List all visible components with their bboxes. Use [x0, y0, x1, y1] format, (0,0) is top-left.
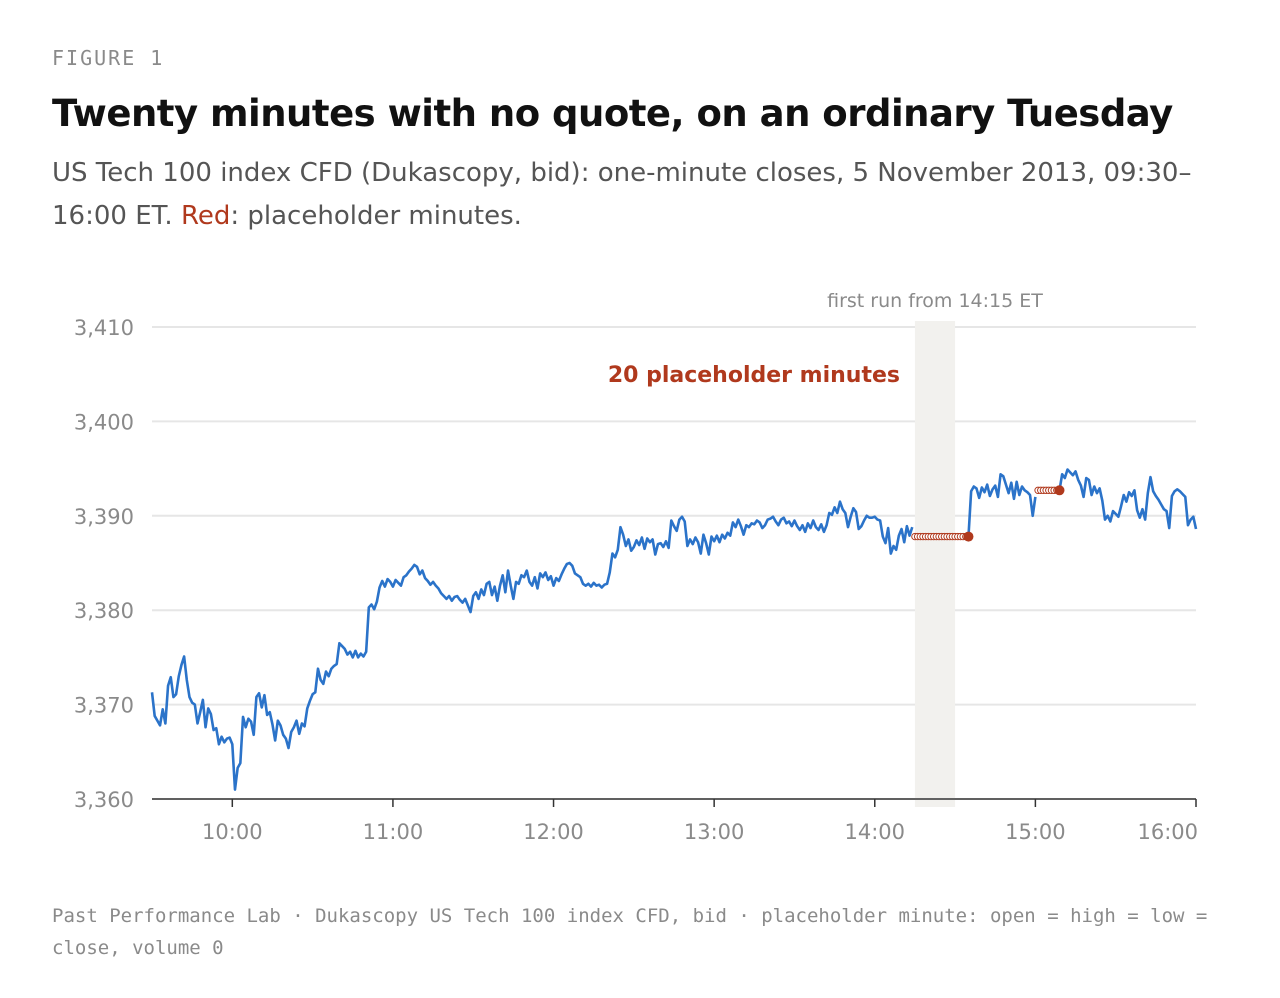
- placeholder-markers: [911, 485, 1065, 542]
- placeholder-end-point: [963, 531, 974, 542]
- y-axis-ticks: 3,360 3,370 3,380 3,390 3,400 3,410: [74, 316, 134, 812]
- chart-title: Twenty minutes with no quote, on an ordi…: [52, 92, 1173, 135]
- x-axis-ticks: 10:00 11:00 12:00 13:00 14:00 15:00 16:00: [152, 798, 1198, 844]
- series-group: [150, 468, 1198, 791]
- y-tick-label: 3,380: [74, 599, 134, 623]
- chart-subtitle: US Tech 100 index CFD (Dukascopy, bid): …: [52, 152, 1232, 238]
- highlight-band-group: first run from 14:15 ET: [827, 290, 1043, 807]
- x-tick-label: 14:00: [845, 820, 906, 844]
- band-label: first run from 14:15 ET: [827, 290, 1043, 312]
- subtitle-highlight: Red: [180, 201, 231, 231]
- y-tick-label: 3,410: [74, 316, 134, 340]
- placeholder-end-point: [1054, 485, 1065, 496]
- x-tick-label: 15:00: [1005, 820, 1066, 844]
- x-tick-label: 13:00: [684, 820, 745, 844]
- x-tick-label: 12:00: [523, 820, 584, 844]
- y-tick-label: 3,390: [74, 505, 134, 529]
- gridlines: [152, 326, 1196, 800]
- x-tick-label: 16:00: [1137, 820, 1198, 844]
- figure-label: FIGURE 1: [52, 46, 165, 70]
- footer-note: Past Performance Lab · Dukascopy US Tech…: [52, 905, 1208, 959]
- y-tick-label: 3,370: [74, 694, 134, 718]
- subtitle-text: US Tech 100 index CFD (Dukascopy, bid): …: [52, 158, 1192, 231]
- subtitle-suffix: : placeholder minutes.: [230, 201, 522, 231]
- x-tick-label: 10:00: [202, 820, 263, 844]
- highlight-band: [914, 321, 956, 807]
- x-tick-label: 11:00: [363, 820, 424, 844]
- line-chart: first run from 14:15 ET 3,3603,3703,3803…: [74, 290, 1198, 844]
- series-line: [150, 468, 1198, 791]
- y-tick-label: 3,360: [74, 788, 134, 812]
- annotations: 20 placeholder minutes: [608, 363, 900, 388]
- y-tick-label: 3,400: [74, 410, 134, 434]
- placeholder-annotation: 20 placeholder minutes: [608, 363, 900, 388]
